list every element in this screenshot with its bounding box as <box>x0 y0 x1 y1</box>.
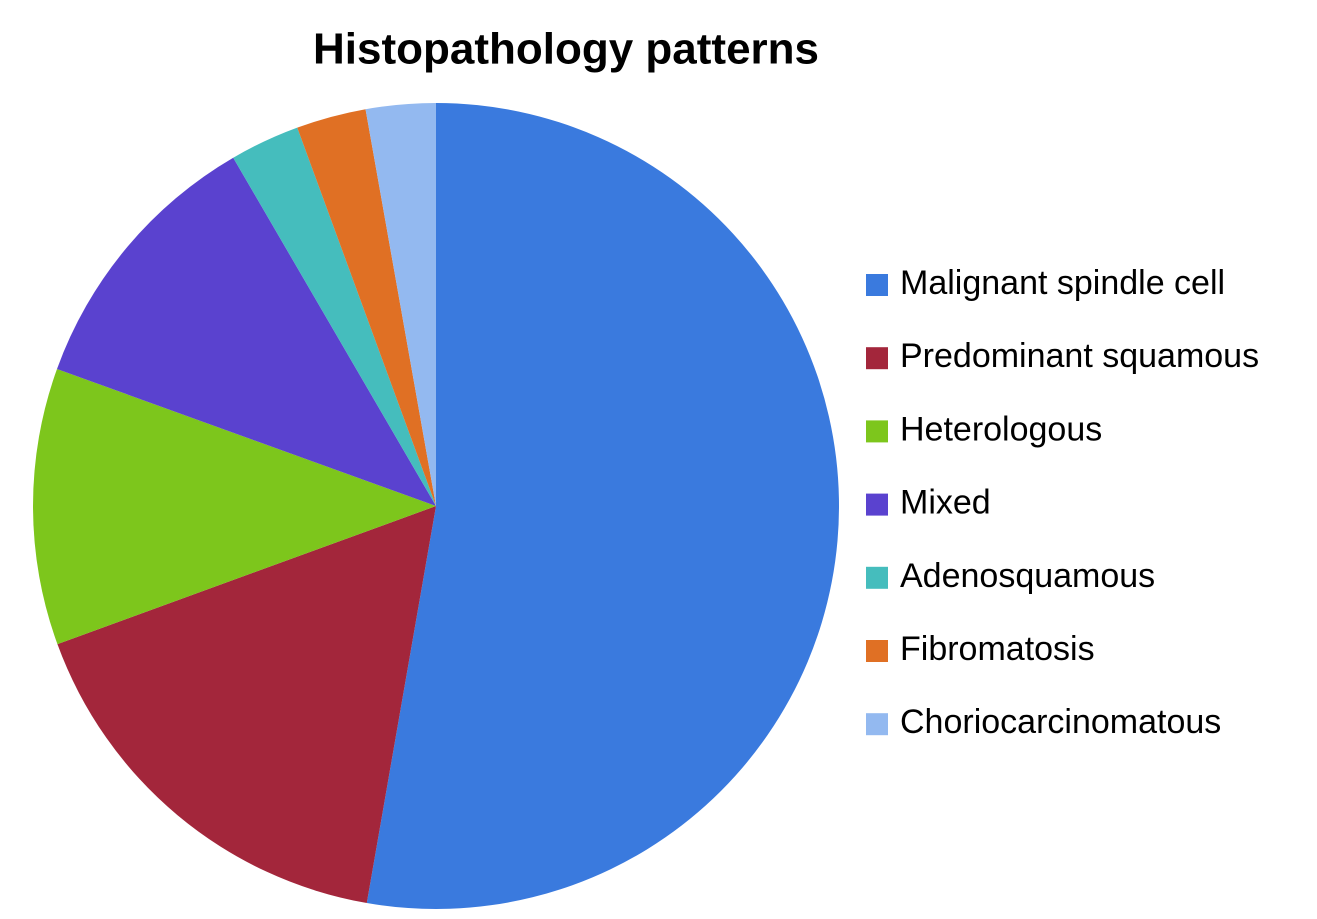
legend-label: Mixed <box>900 484 991 522</box>
pie-slice <box>32 369 436 645</box>
pie-slice <box>366 103 840 910</box>
legend-swatch <box>866 420 888 443</box>
pie-slice <box>233 127 436 507</box>
legend-label: Adenosquamous <box>900 557 1155 595</box>
legend-label: Choriocarcinomatous <box>900 703 1221 741</box>
legend-swatch <box>866 493 888 516</box>
legend-swatch <box>866 640 888 662</box>
legend-swatch <box>866 713 888 736</box>
legend-label: Heterologous <box>900 410 1102 448</box>
legend-label: Malignant spindle cell <box>900 264 1225 302</box>
legend-swatch <box>866 274 888 296</box>
pie-slice <box>365 103 436 506</box>
legend-label: Fibromatosis <box>900 630 1095 668</box>
legend-swatch <box>866 566 888 589</box>
pie-slice <box>57 506 436 904</box>
chart-title: Histopathology patterns <box>313 25 819 74</box>
pie-slice <box>297 109 436 506</box>
legend-label: Predominant squamous <box>900 337 1259 375</box>
legend-swatch <box>866 347 888 370</box>
pie-slice <box>56 157 436 506</box>
